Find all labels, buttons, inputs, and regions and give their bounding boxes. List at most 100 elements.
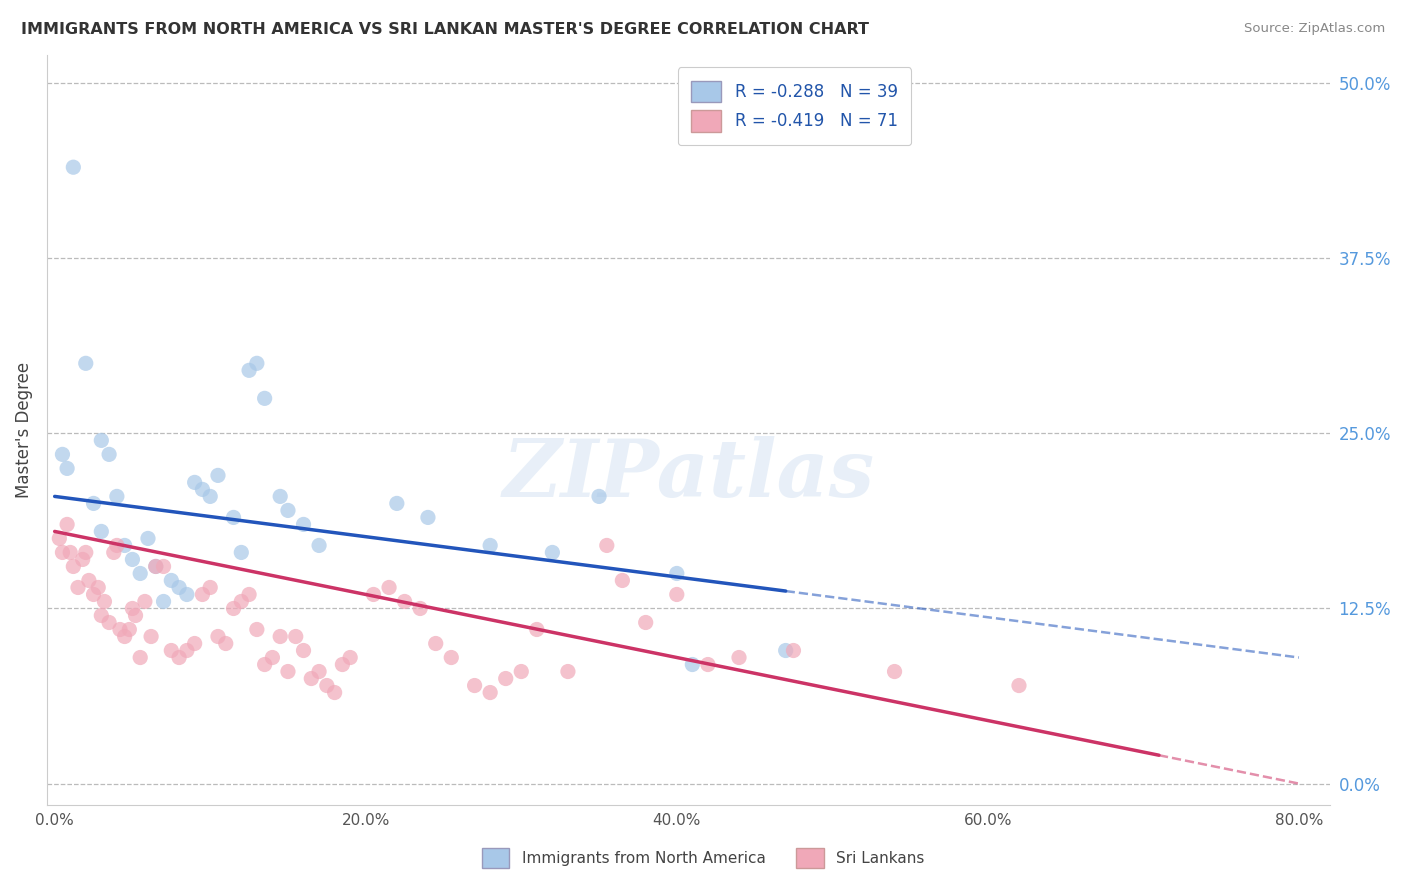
Point <box>191 587 214 601</box>
Point <box>136 532 159 546</box>
Point <box>93 594 115 608</box>
Point <box>277 503 299 517</box>
Point <box>557 665 579 679</box>
Point <box>176 587 198 601</box>
Point <box>51 447 73 461</box>
Point <box>129 566 152 581</box>
Point <box>152 594 174 608</box>
Point <box>665 587 688 601</box>
Point <box>681 657 703 672</box>
Point <box>114 538 136 552</box>
Point <box>167 650 190 665</box>
Point <box>108 623 131 637</box>
Point <box>134 594 156 608</box>
Point <box>183 636 205 650</box>
Point <box>323 685 346 699</box>
Point <box>98 447 121 461</box>
Point <box>167 581 190 595</box>
Point <box>308 538 330 552</box>
Point <box>253 392 276 406</box>
Point <box>363 587 385 601</box>
Point <box>479 685 502 699</box>
Point <box>315 679 337 693</box>
Point <box>56 461 79 475</box>
Point <box>464 679 486 693</box>
Point <box>231 545 253 559</box>
Point <box>90 434 112 448</box>
Point <box>124 608 146 623</box>
Point <box>385 496 408 510</box>
Point <box>59 545 82 559</box>
Point <box>231 594 253 608</box>
Point <box>696 657 718 672</box>
Point <box>75 545 97 559</box>
Point <box>596 538 619 552</box>
Y-axis label: Master's Degree: Master's Degree <box>15 362 32 498</box>
Point <box>728 650 751 665</box>
Point <box>114 630 136 644</box>
Point <box>222 601 245 615</box>
Point <box>200 581 222 595</box>
Point <box>183 475 205 490</box>
Point <box>495 672 517 686</box>
Point <box>66 581 89 595</box>
Point <box>51 545 73 559</box>
Point <box>409 601 432 615</box>
Point <box>634 615 657 630</box>
Point <box>83 587 105 601</box>
Point <box>103 545 125 559</box>
Point <box>775 643 797 657</box>
Point <box>238 587 260 601</box>
Point <box>121 601 143 615</box>
Point <box>90 608 112 623</box>
Point <box>665 566 688 581</box>
Point <box>425 636 447 650</box>
Point <box>105 538 128 552</box>
Point <box>277 665 299 679</box>
Point <box>416 510 439 524</box>
Point <box>332 657 354 672</box>
Point <box>1008 679 1031 693</box>
Point <box>440 650 463 665</box>
Point <box>62 160 84 174</box>
Point <box>152 559 174 574</box>
Text: Source: ZipAtlas.com: Source: ZipAtlas.com <box>1244 22 1385 36</box>
Point <box>139 630 162 644</box>
Point <box>292 643 315 657</box>
Point <box>77 574 100 588</box>
Point <box>56 517 79 532</box>
Point <box>87 581 110 595</box>
Point <box>118 623 141 637</box>
Point <box>541 545 564 559</box>
Point <box>121 552 143 566</box>
Point <box>75 356 97 370</box>
Point <box>526 623 548 637</box>
Point <box>160 643 183 657</box>
Legend: R = -0.288   N = 39, R = -0.419   N = 71: R = -0.288 N = 39, R = -0.419 N = 71 <box>678 67 911 145</box>
Point <box>510 665 533 679</box>
Point <box>292 517 315 532</box>
Point <box>129 650 152 665</box>
Point <box>98 615 121 630</box>
Point <box>308 665 330 679</box>
Point <box>83 496 105 510</box>
Point <box>588 490 610 504</box>
Point <box>782 643 804 657</box>
Point <box>62 559 84 574</box>
Point <box>191 483 214 497</box>
Point <box>612 574 634 588</box>
Point <box>238 363 260 377</box>
Point <box>262 650 284 665</box>
Point <box>246 623 269 637</box>
Point <box>246 356 269 370</box>
Point <box>176 643 198 657</box>
Point <box>72 552 94 566</box>
Point <box>378 581 401 595</box>
Point <box>145 559 167 574</box>
Point <box>479 538 502 552</box>
Point <box>160 574 183 588</box>
Point <box>90 524 112 539</box>
Point <box>222 510 245 524</box>
Text: ZIPatlas: ZIPatlas <box>502 436 875 514</box>
Point <box>284 630 307 644</box>
